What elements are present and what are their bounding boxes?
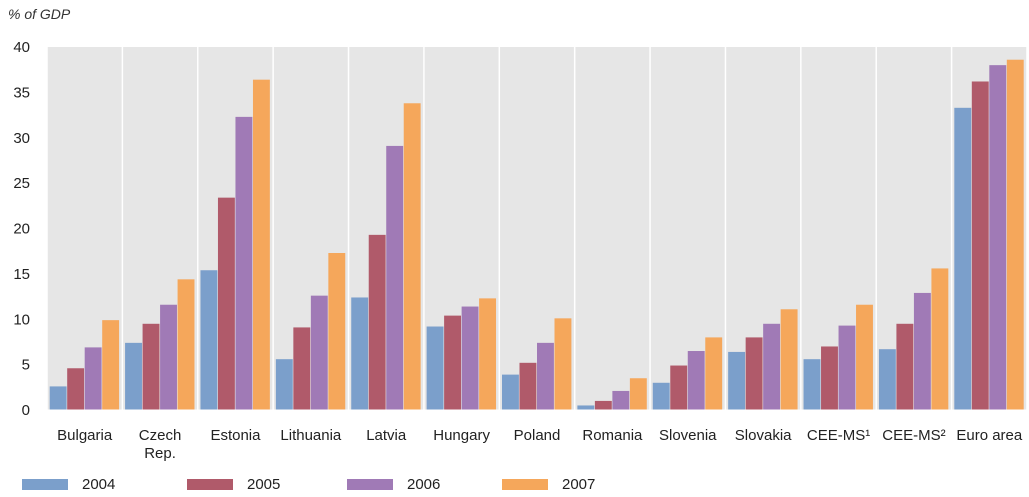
bar [177, 279, 195, 410]
x-tick-label: Rep. [144, 445, 176, 462]
bar [896, 323, 914, 410]
bar [803, 359, 821, 410]
x-tick-label: Czech [139, 427, 182, 444]
bar [444, 315, 462, 410]
bar [629, 378, 647, 410]
bar [1006, 59, 1024, 411]
bar [954, 107, 972, 411]
y-tick-label: 10 [13, 311, 30, 328]
x-tick-label: Lithuania [280, 427, 342, 444]
x-tick-label: Slovakia [735, 427, 792, 444]
bar [687, 351, 705, 410]
legend-label: 2004 [82, 476, 116, 493]
bar [328, 253, 346, 410]
x-tick-label: CEE-MS² [882, 427, 945, 444]
x-tick-label: Estonia [210, 427, 261, 444]
bar [989, 65, 1007, 411]
bar [931, 268, 949, 410]
bar [49, 386, 67, 410]
x-tick-label: Euro area [956, 427, 1023, 444]
x-tick-label: Hungary [433, 427, 490, 444]
bar [293, 327, 311, 410]
bar [577, 405, 595, 410]
x-tick-label: CEE-MS¹ [807, 427, 870, 444]
bar [386, 145, 404, 411]
legend-swatch [187, 479, 233, 490]
legend-label: 2006 [407, 476, 441, 493]
bar [403, 103, 421, 410]
legend-item: 2006 [347, 476, 440, 493]
bar [763, 323, 781, 410]
bar [856, 304, 873, 410]
bar [652, 382, 670, 410]
bar [780, 309, 798, 410]
bar [728, 351, 746, 410]
bar [537, 342, 554, 410]
bar [235, 116, 253, 410]
bar [368, 234, 386, 410]
bar [502, 374, 519, 410]
y-tick-label: 15 [13, 266, 30, 283]
y-tick-label: 5 [22, 357, 30, 374]
x-tick-label: Latvia [366, 427, 407, 444]
bar [142, 323, 160, 410]
y-tick-label: 20 [13, 221, 30, 238]
y-tick-label: 35 [13, 84, 30, 101]
legend-swatch [22, 479, 68, 490]
y-tick-label: 40 [13, 39, 30, 56]
bar [705, 337, 723, 410]
bar [612, 390, 630, 410]
bar [217, 197, 235, 410]
bar [160, 304, 177, 410]
x-tick-label: Slovenia [659, 427, 717, 444]
bar [125, 342, 142, 410]
x-tick-label: Poland [514, 427, 561, 444]
bar [594, 400, 612, 410]
bar [67, 368, 85, 410]
legend-swatch [347, 479, 393, 490]
legend-label: 2005 [247, 476, 281, 493]
bar [745, 337, 763, 410]
bar [878, 349, 896, 410]
chart-legend: 2004 2005 2006 2007 [22, 476, 1022, 496]
bar [275, 359, 293, 410]
y-tick-label: 25 [13, 175, 30, 192]
legend-label: 2007 [562, 476, 596, 493]
bar [554, 318, 572, 410]
bar [838, 325, 856, 410]
legend-item: 2005 [187, 476, 280, 493]
bar [84, 347, 102, 410]
legend-item: 2004 [22, 476, 115, 493]
bar [310, 295, 328, 410]
bar [200, 270, 218, 410]
bar [913, 292, 931, 410]
bar [351, 297, 369, 410]
bar [426, 326, 444, 410]
bar [670, 365, 688, 410]
bar [971, 81, 989, 411]
x-tick-label: Bulgaria [57, 427, 113, 444]
bar [479, 298, 497, 410]
bar [461, 306, 479, 410]
legend-item: 2007 [502, 476, 595, 493]
y-axis-unit-label: % of GDP [8, 6, 71, 22]
bar [102, 320, 120, 410]
bar [821, 346, 838, 410]
bar [519, 362, 537, 410]
bar [252, 79, 270, 411]
legend-swatch [502, 479, 548, 490]
x-tick-label: Romania [582, 427, 643, 444]
y-tick-label: 30 [13, 130, 30, 147]
y-tick-label: 0 [22, 402, 30, 419]
